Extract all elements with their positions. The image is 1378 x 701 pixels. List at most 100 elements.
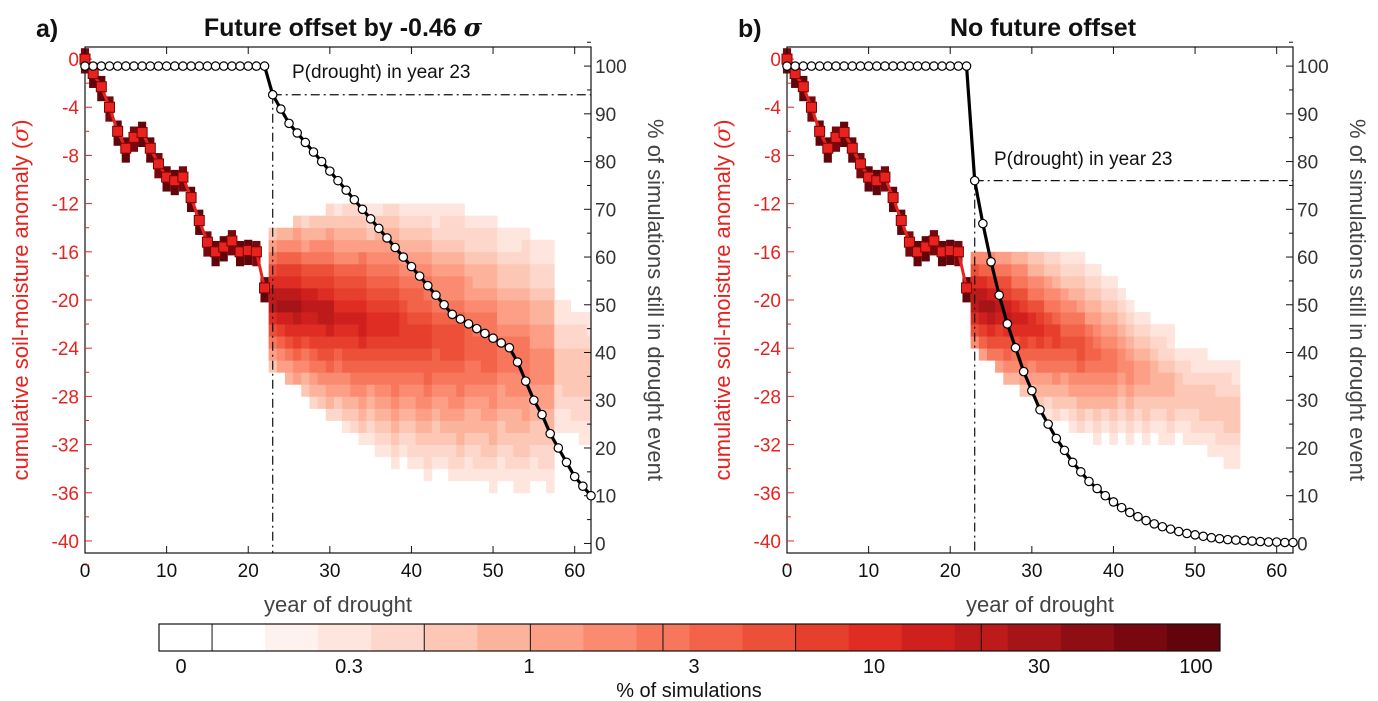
panel-b-heatmap-cell xyxy=(1125,384,1135,397)
panel-b-survival-marker xyxy=(1100,490,1111,501)
panel-a-heatmap-cell xyxy=(399,287,408,301)
panel-b-heatmap-cell xyxy=(1150,408,1159,421)
panel-a-heatmap-cell xyxy=(537,263,547,277)
panel-b-survival-marker xyxy=(1108,497,1119,507)
panel-b-heatmap-cell xyxy=(1150,384,1159,397)
colorbar-swatch xyxy=(1166,624,1221,651)
panel-a-heatmap-cell xyxy=(488,480,498,494)
panel-b-heatmap-cell xyxy=(1125,420,1135,433)
panel-a-heatmap-cell xyxy=(562,348,571,361)
panel-a-heatmap-cell xyxy=(358,348,367,361)
panel-a-heatmap-cell xyxy=(268,239,278,253)
panel-a-heatmap-cell xyxy=(342,348,351,361)
panel-a-heatmap-cell xyxy=(521,263,531,277)
panel-a-heatmap-cell xyxy=(554,420,563,433)
panel-b-heatmap-cell xyxy=(1125,300,1135,313)
panel-a-heatmap-cell xyxy=(423,444,433,458)
panel-a-heatmap-cell xyxy=(293,336,302,349)
panel-a-heatmap-cell xyxy=(366,396,376,409)
panel-a-heatmap-cell xyxy=(342,275,351,289)
panel-b-heatmap-cell xyxy=(1003,300,1012,313)
panel-a-heatmap-cell xyxy=(480,360,490,373)
panel-b-heatmap-cell xyxy=(1060,384,1069,397)
panel-b-heatmap-cell xyxy=(1182,360,1192,373)
panel-b-heatmap-cell xyxy=(1035,275,1045,289)
panel-b-heatmap-cell xyxy=(1150,372,1159,385)
panel-a-heatmap-cell xyxy=(513,300,523,313)
panel-a-heatmap-cell xyxy=(325,372,335,385)
panel-a-xtick-label: 0 xyxy=(80,561,91,582)
panel-a-heatmap-cell xyxy=(342,360,351,373)
panel-b-heatmap-cell xyxy=(1174,420,1184,433)
panel-b-heatmap-cell xyxy=(1223,420,1233,433)
panel-b-heatmap-cell xyxy=(1231,444,1241,458)
panel-b-observed-marker xyxy=(887,192,899,204)
panel-a-heatmap-cell xyxy=(301,215,310,229)
panel-b-survival-marker xyxy=(839,61,849,71)
panel-b-survival-marker xyxy=(1027,385,1037,396)
panel-a-heatmap-cell xyxy=(464,456,474,470)
panel-b-heatmap-cell xyxy=(1084,263,1094,277)
panel-b-survival-marker xyxy=(1076,467,1086,477)
panel-b-survival-marker xyxy=(1182,528,1192,539)
panel-a-heatmap-cell xyxy=(399,384,408,397)
panel-a-heatmap-cell xyxy=(448,275,457,289)
panel-b-heatmap-cell xyxy=(1093,275,1102,289)
panel-a-heatmap-cell xyxy=(309,239,318,253)
panel-a-heatmap-cell xyxy=(448,372,457,385)
panel-a-heatmap-cell xyxy=(317,300,327,313)
panel-a-heatmap-cell xyxy=(423,312,433,325)
panel-b-observed-marker xyxy=(805,101,817,113)
panel-a-heatmap-cell xyxy=(415,203,425,217)
panel-a-heatmap-cell xyxy=(505,396,514,409)
panel-a-heatmap-cell xyxy=(497,300,506,313)
panel-b-survival-marker xyxy=(1247,536,1257,546)
panel-a-heatmap-cell xyxy=(399,420,408,433)
panel-b-ylabel-right: % of simulations still in drought event xyxy=(1345,119,1370,481)
panel-b-heatmap-cell xyxy=(1068,408,1078,421)
panel-b-ytick-label: -28 xyxy=(754,387,781,408)
panel-b-heatmap-cell xyxy=(1133,396,1143,409)
panel-b-heatmap-cell xyxy=(1068,263,1078,277)
panel-a-heatmap-cell xyxy=(488,360,498,373)
panel-a-heatmap-cell xyxy=(562,372,571,385)
panel-b-heatmap-cell xyxy=(1084,275,1094,289)
panel-a-heatmap-cell xyxy=(546,360,555,373)
panel-b-heatmap-cell xyxy=(1003,372,1012,385)
panel-a-heatmap-cell xyxy=(317,227,327,241)
panel-a-heatmap-cell xyxy=(521,360,531,373)
panel-b-heatmap-cell xyxy=(1117,408,1127,421)
panel-a-survival-marker xyxy=(169,61,180,71)
panel-a-heatmap-cell xyxy=(268,251,278,265)
panel-a-heatmap-cell xyxy=(440,396,449,409)
panel-a-heatmap-cell xyxy=(546,275,555,289)
panel-a-heatmap-cell xyxy=(399,300,408,313)
panel-b-heatmap-cell xyxy=(1133,372,1143,385)
panel-a-heatmap-cell xyxy=(578,348,588,361)
panel-a-heatmap-cell xyxy=(570,348,580,361)
panel-a-heatmap-cell xyxy=(350,251,359,265)
panel-a-survival-marker xyxy=(553,443,564,453)
panel-a-heatmap-cell xyxy=(374,251,384,265)
panel-b-heatmap-cell xyxy=(1035,300,1045,313)
panel-b-heatmap-cell xyxy=(1052,263,1061,277)
panel-a-heatmap-cell xyxy=(537,432,547,445)
panel-a-heatmap-cell xyxy=(431,227,441,241)
panel-a-survival-marker xyxy=(357,204,368,215)
panel-a-heatmap-cell xyxy=(358,227,367,241)
panel-a-heatmap-cell xyxy=(448,239,457,253)
panel-a-heatmap-cell xyxy=(301,360,310,373)
panel-a-heatmap-cell xyxy=(431,444,441,458)
panel-a-heatmap-cell xyxy=(537,360,547,373)
panel-a-heatmap-cell xyxy=(578,372,588,385)
panel-b-heatmap-cell xyxy=(1158,396,1167,409)
panel-a-heatmap-cell xyxy=(521,239,531,253)
panel-a-heatmap-cell xyxy=(325,239,335,253)
panel-a-heatmap-cell xyxy=(497,408,506,421)
panel-b-ylabel-left: cumulative soil-moisture anomaly (σ) xyxy=(710,119,736,480)
panel-b-heatmap-cell xyxy=(1027,287,1037,301)
panel-b-heatmap-cell xyxy=(1019,372,1029,385)
panel-b-heatmap-cell xyxy=(1117,372,1127,385)
panel-a-heatmap-cell xyxy=(382,420,392,433)
panel-a-heatmap-cell xyxy=(497,420,506,433)
